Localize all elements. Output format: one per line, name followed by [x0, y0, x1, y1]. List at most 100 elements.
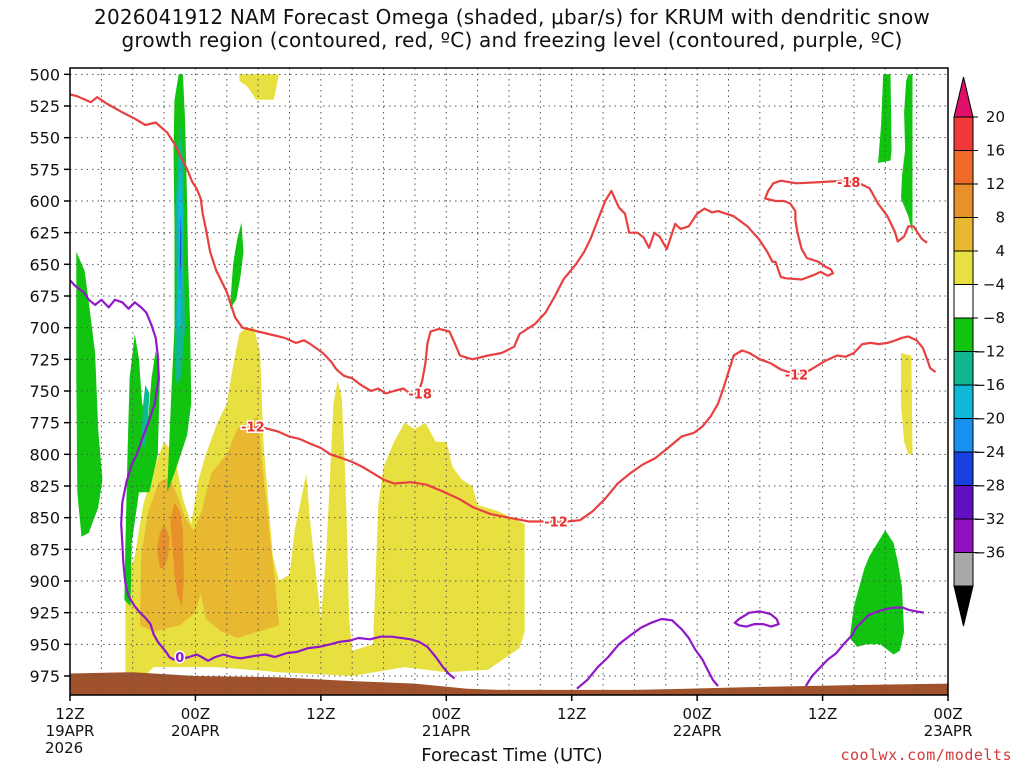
- colorbar-label: −32: [973, 510, 1005, 528]
- omega-shade-0-2: [901, 353, 913, 455]
- colorbar-swatch: [953, 552, 974, 587]
- y-tick-label: 700: [29, 319, 60, 338]
- chart-title-line2: growth region (contoured, red, ºC) and f…: [121, 28, 903, 52]
- y-tick-label: 725: [29, 350, 60, 369]
- y-tick-label: 775: [29, 414, 60, 433]
- colorbar-swatch: [953, 384, 974, 419]
- x-tick-label: 00Z: [181, 705, 210, 723]
- contour-label-4: -18: [837, 176, 861, 191]
- x-tick-label: 12Z: [808, 705, 837, 723]
- colorbar-swatch: [953, 250, 974, 285]
- x-tick-label: 00Z: [682, 705, 711, 723]
- contour-label-5: 0: [175, 651, 184, 666]
- x-tick-label: 12Z: [55, 705, 84, 723]
- contour-label-2: -12: [544, 515, 568, 530]
- colorbar-swatch: [953, 150, 974, 185]
- x-tick-label: 22APR: [673, 722, 722, 740]
- chart-title-line1: 2026041912 NAM Forecast Omega (shaded, μ…: [94, 5, 930, 29]
- y-tick-label: 575: [29, 160, 60, 179]
- omega-shade-0-1: [239, 74, 279, 100]
- omega-shade-3-5: [901, 74, 913, 233]
- colorbar-label: −28: [973, 477, 1005, 495]
- y-tick-label: 850: [29, 509, 60, 528]
- omega-shading: [76, 74, 913, 695]
- purple-contour-2: [733, 610, 780, 628]
- contour-label-0: -18: [408, 388, 432, 403]
- purple-contour-0: [70, 278, 456, 680]
- omega-shade-3-1: [124, 334, 160, 607]
- omega-shade-1-0: [140, 416, 279, 638]
- colorbar-label: −36: [973, 544, 1005, 562]
- omega-shade-3-3: [229, 222, 244, 309]
- red-contour-3: [555, 335, 937, 523]
- x-tick-label: 00Z: [933, 705, 962, 723]
- x-tick-label: 20APR: [171, 722, 220, 740]
- colorbar-label: −24: [973, 443, 1005, 461]
- colorbar-swatch: [953, 116, 974, 151]
- colorbar-swatch: [953, 351, 974, 386]
- colorbar-top-arrow: [953, 76, 974, 118]
- y-tick-label: 950: [29, 635, 60, 654]
- colorbar-label: 4: [995, 242, 1005, 260]
- colorbar-swatch: [953, 485, 974, 520]
- colorbar-swatch: [953, 451, 974, 486]
- colorbar-label: −16: [973, 376, 1005, 394]
- colorbar-label: 8: [995, 209, 1005, 227]
- colorbar-swatch: [953, 284, 974, 319]
- y-tick-label: 900: [29, 572, 60, 591]
- x-tick-label: 12Z: [306, 705, 335, 723]
- omega-shade-3-0: [76, 251, 103, 537]
- colorbar-swatch: [953, 518, 974, 553]
- omega-shade-4-0: [141, 384, 150, 448]
- omega-shade-3-6: [849, 530, 905, 655]
- colorbar-label: 20: [986, 108, 1005, 126]
- credit-text: coolwx.com/modelts: [840, 746, 1012, 764]
- omega-shade-2-0: [156, 524, 170, 569]
- colorbar-swatch: [953, 317, 974, 352]
- x-tick-label: 2026: [45, 739, 83, 757]
- colorbar-label: −4: [983, 276, 1005, 294]
- y-tick-label: 800: [29, 445, 60, 464]
- colorbar-label: −8: [983, 309, 1005, 327]
- y-tick-label: 500: [29, 65, 60, 84]
- y-tick-label: 625: [29, 224, 60, 243]
- omega-shade-2-1: [170, 502, 184, 607]
- red-contour-1: [417, 179, 928, 394]
- x-tick-label: 23APR: [924, 722, 973, 740]
- freezing-level-contours: [70, 278, 925, 690]
- purple-contour-3: [804, 606, 925, 687]
- colorbar-swatch: [953, 217, 974, 252]
- plot-frame: [69, 67, 949, 696]
- colorbar-swatch: [953, 183, 974, 218]
- y-tick-label: 550: [29, 129, 60, 148]
- omega-shade-7-0: [180, 216, 182, 271]
- red-contour-0: [70, 93, 419, 395]
- y-axis: 500 525 550 575 600 625 650 675 700 725 750 775 800 8…: [29, 65, 70, 686]
- chart-title: 2026041912 NAM Forecast Omega (shaded, μ…: [0, 6, 1024, 52]
- y-tick-label: 675: [29, 287, 60, 306]
- x-axis-label: Forecast Time (UTC): [421, 745, 603, 766]
- y-tick-label: 875: [29, 540, 60, 559]
- y-tick-label: 925: [29, 604, 60, 623]
- x-tick-label: 21APR: [422, 722, 471, 740]
- colorbar-swatch: [953, 418, 974, 453]
- y-tick-label: 650: [29, 255, 60, 274]
- y-tick-label: 525: [29, 97, 60, 116]
- colorbar-label: −20: [973, 410, 1005, 428]
- colorbar-label: 16: [986, 142, 1005, 160]
- dendritic-growth-contours: [70, 93, 937, 523]
- colorbar-label: −12: [973, 343, 1005, 361]
- x-tick-label: 19APR: [46, 722, 95, 740]
- contour-label-3: -12: [785, 369, 809, 384]
- terrain-ground: [70, 672, 948, 695]
- x-tick-label: 12Z: [557, 705, 586, 723]
- terrain-layer: [70, 672, 948, 695]
- x-tick-label: 00Z: [432, 705, 461, 723]
- contour-label-1: -12: [241, 420, 265, 435]
- colorbar-bottom-arrow: [953, 585, 974, 627]
- colorbar-label: 12: [986, 175, 1005, 193]
- colorbar: 20 16 12 8 4 −4 −8 −12 −16 −20 −24 −28 −32 −36: [953, 76, 1005, 627]
- y-tick-label: 825: [29, 477, 60, 496]
